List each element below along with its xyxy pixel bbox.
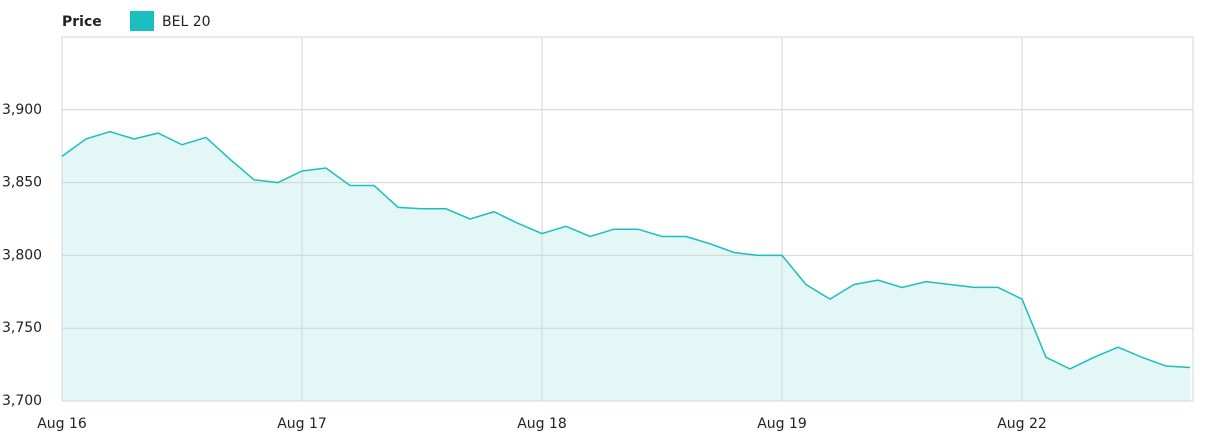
x-tick-label: Aug 17 bbox=[277, 416, 327, 432]
x-tick-label: Aug 19 bbox=[757, 416, 807, 432]
x-tick-label: Aug 22 bbox=[997, 416, 1047, 432]
line bbox=[61, 130, 1191, 370]
legend-title: Price bbox=[62, 14, 102, 30]
y-tick-label: 3,900 bbox=[2, 102, 42, 118]
y-tick-label: 3,700 bbox=[2, 393, 42, 409]
x-tick-label: Aug 16 bbox=[37, 416, 87, 432]
y-tick-label: 3,750 bbox=[2, 320, 42, 336]
legend-swatch bbox=[130, 11, 154, 31]
y-tick-label: 3,850 bbox=[2, 175, 42, 191]
x-tick-label: Aug 18 bbox=[517, 416, 567, 432]
legend-label: BEL 20 bbox=[162, 14, 211, 30]
y-tick-label: 3,800 bbox=[2, 247, 42, 263]
area-fill bbox=[62, 131, 1190, 401]
